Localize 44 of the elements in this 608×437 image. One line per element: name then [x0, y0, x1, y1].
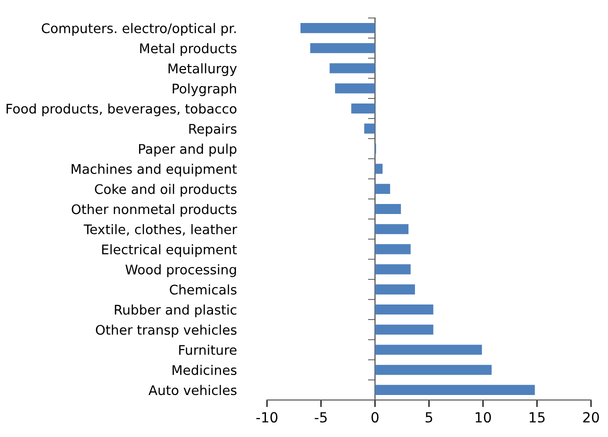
bar	[375, 164, 383, 174]
y-tick-label: Computers. electro/optical pr.	[42, 23, 236, 36]
bar	[375, 364, 492, 375]
x-tick-label: 5	[426, 412, 432, 423]
y-tick-label: Food products, beverages, tobacco	[6, 103, 236, 116]
bar	[330, 63, 375, 74]
x-tick-label: 10	[476, 412, 491, 423]
bar	[364, 124, 375, 134]
bar	[300, 23, 375, 34]
bar	[375, 244, 411, 254]
y-tick-label: Metal products	[140, 43, 236, 56]
bar	[375, 184, 390, 194]
bar	[335, 83, 375, 94]
bar	[375, 264, 411, 274]
y-tick-label: Other nonmetal products	[72, 204, 236, 217]
bar	[375, 304, 434, 315]
y-tick-label: Auto vehicles	[148, 384, 236, 396]
y-tick-label: Paper and pulp	[139, 144, 236, 156]
y-tick-label: Wood processing	[125, 264, 236, 278]
x-tick-label: 15	[530, 412, 545, 423]
bar	[375, 324, 434, 335]
y-tick-label: Polygraph	[172, 83, 236, 96]
y-tick-label: Repairs	[189, 124, 236, 136]
y-tick-label: Metallurgy	[168, 63, 237, 76]
x-tick-label: 0	[371, 412, 378, 423]
y-tick-label: Coke and oil products	[94, 184, 236, 197]
x-tick-label: -10	[256, 412, 278, 423]
bar	[375, 384, 535, 395]
bar	[375, 344, 482, 355]
bar	[310, 43, 375, 54]
y-tick-label: Electrical equipment	[102, 244, 237, 257]
y-tick-label: Machines and equipment	[72, 164, 237, 177]
y-tick-label: Furniture	[179, 344, 236, 355]
bar	[351, 103, 375, 114]
bar	[375, 284, 415, 294]
bar	[375, 204, 401, 214]
y-tick-label: Chemicals	[170, 284, 236, 295]
bar	[375, 224, 408, 234]
y-tick-label: Textile, clothes, leather	[84, 224, 238, 236]
y-tick-label: Medicines	[172, 364, 236, 376]
y-tick-label: Rubber and plastic	[114, 304, 236, 318]
y-tick-label: Other transp vehicles	[96, 324, 236, 338]
x-tick-label: 20	[583, 412, 599, 423]
x-tick-label: -5	[314, 412, 327, 423]
